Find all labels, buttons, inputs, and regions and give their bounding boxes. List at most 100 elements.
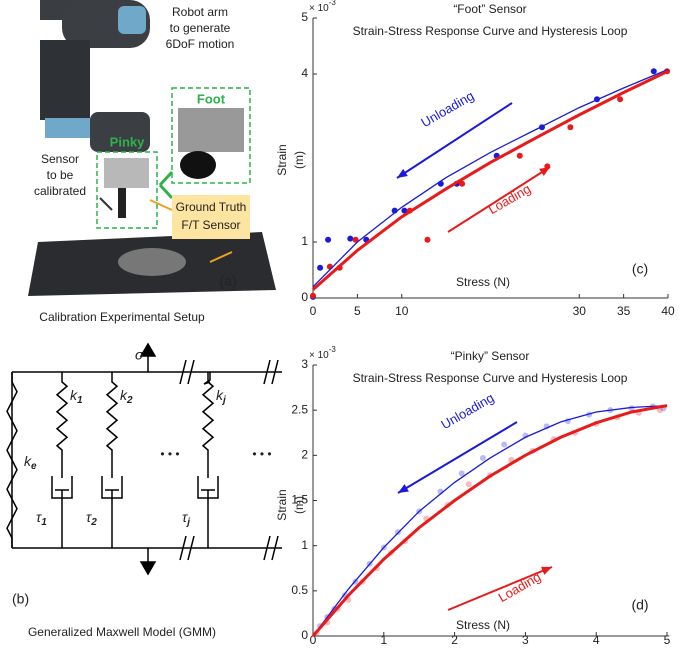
k: k [120,387,128,403]
ellipsis: • • • [160,447,179,461]
x-tick-label: 35 [617,304,631,318]
ellipsis: • • • [252,447,271,461]
y-tick-label: 2 [301,448,308,462]
multiplier: × 10 [309,3,329,14]
tau-label: τ1 [36,509,47,528]
break-marks [179,359,279,561]
sigma: σ [135,347,144,363]
frame [11,371,282,549]
sub: 1 [41,517,47,528]
x-tick-label: 1 [380,633,387,647]
x-tick-label: 5 [354,304,361,318]
data-point [347,235,354,242]
foot-sensor [178,108,244,152]
annotation-arrow [397,421,518,494]
annotation-arrow [396,102,513,179]
y-tick-label: 4 [301,66,308,80]
y-axis-label: (m) [292,151,306,169]
sub: e [31,461,37,472]
tau-label: τ2 [86,509,97,528]
x-tick-label: 10 [395,304,409,318]
label: Ground Truth [176,200,247,214]
data-point [516,152,523,159]
pinky-box [96,151,158,229]
spring [201,372,215,460]
fit-line [312,68,669,288]
chart-title: “Foot” Sensor [453,2,526,16]
label: Robot arm [172,5,228,19]
x-axis-label: Stress (N) [456,618,510,632]
data-point [424,236,431,243]
x-tick-label: 0 [310,304,317,318]
annotation: Unloading [418,88,476,130]
tau-label: τj [182,509,190,528]
spring [105,372,119,460]
panel-label: (b) [12,591,29,607]
force-arrows [139,342,157,576]
data-point [458,470,465,477]
y-tick-label: 1 [301,234,308,248]
caption: Calibration Experimental Setup [39,310,205,324]
foot-tip [180,151,216,179]
sub: 2 [126,395,133,406]
sub: 2 [90,517,97,528]
x-axis-label: Stress (N) [456,275,510,289]
setup-photo: Robot arm to generate 6DoF motion Foot P… [28,0,276,324]
label: 6DoF motion [166,37,235,51]
x-tick-label: 0 [310,633,317,647]
chart-subtitle: Strain-Stress Response Curve and Hystere… [353,371,628,385]
sub: 1 [77,395,83,406]
fit-line [312,405,668,637]
arm-joint [118,6,146,34]
x-tick-label: 2 [451,633,458,647]
y-tick-label: 5 [301,10,308,24]
y-axis-label: Strain [275,489,289,520]
sensor-arrow [99,197,113,211]
label: to be [47,168,74,182]
exponent: -3 [329,0,337,7]
x-tick-label: 5 [664,633,671,647]
x-tick-label: 30 [573,304,587,318]
data-point [479,455,486,462]
x-tick-label: 4 [593,633,600,647]
annotation: Unloading [438,390,496,432]
label: Sensor [41,152,79,166]
spring [6,372,18,548]
y-multiplier: × 10-3 [309,345,336,361]
arrow-head [539,167,550,177]
tau: τ [182,509,188,525]
arm-part [40,40,90,120]
x-tick-label: 3 [522,633,529,647]
data-point [326,263,333,270]
label: calibrated [34,184,86,198]
k-label: k1 [70,387,83,406]
y-tick-label: 2.5 [291,402,308,416]
y-multiplier: × 10-3 [309,0,336,14]
ground-truth-arrow [209,251,233,263]
fit-line [312,69,669,291]
caption: Generalized Maxwell Model (GMM) [28,625,216,639]
arrow-head [397,168,408,178]
label: F/T Sensor [181,218,240,232]
ground-truth-arrow [149,199,173,211]
y-tick-label: 3 [301,357,308,371]
foot-box [171,87,251,184]
multiplier: × 10 [309,350,329,361]
data-point [650,68,657,75]
arm-part [90,112,150,152]
sub: j [185,517,190,528]
dashpot [197,460,219,548]
data-point [617,96,624,103]
data-point [325,236,332,243]
y-axis-label: (m) [292,496,306,514]
k: k [216,387,224,403]
pinky-tip [118,188,126,218]
data-point [567,124,574,131]
pinky-sensor [104,158,149,188]
spring [55,372,69,460]
dashpot [101,460,123,548]
panel-label: (a) [219,273,236,289]
tau: τ [86,509,92,525]
chart-title: “Pinky” Sensor [451,349,530,363]
y-tick-label: 1.5 [291,493,308,507]
